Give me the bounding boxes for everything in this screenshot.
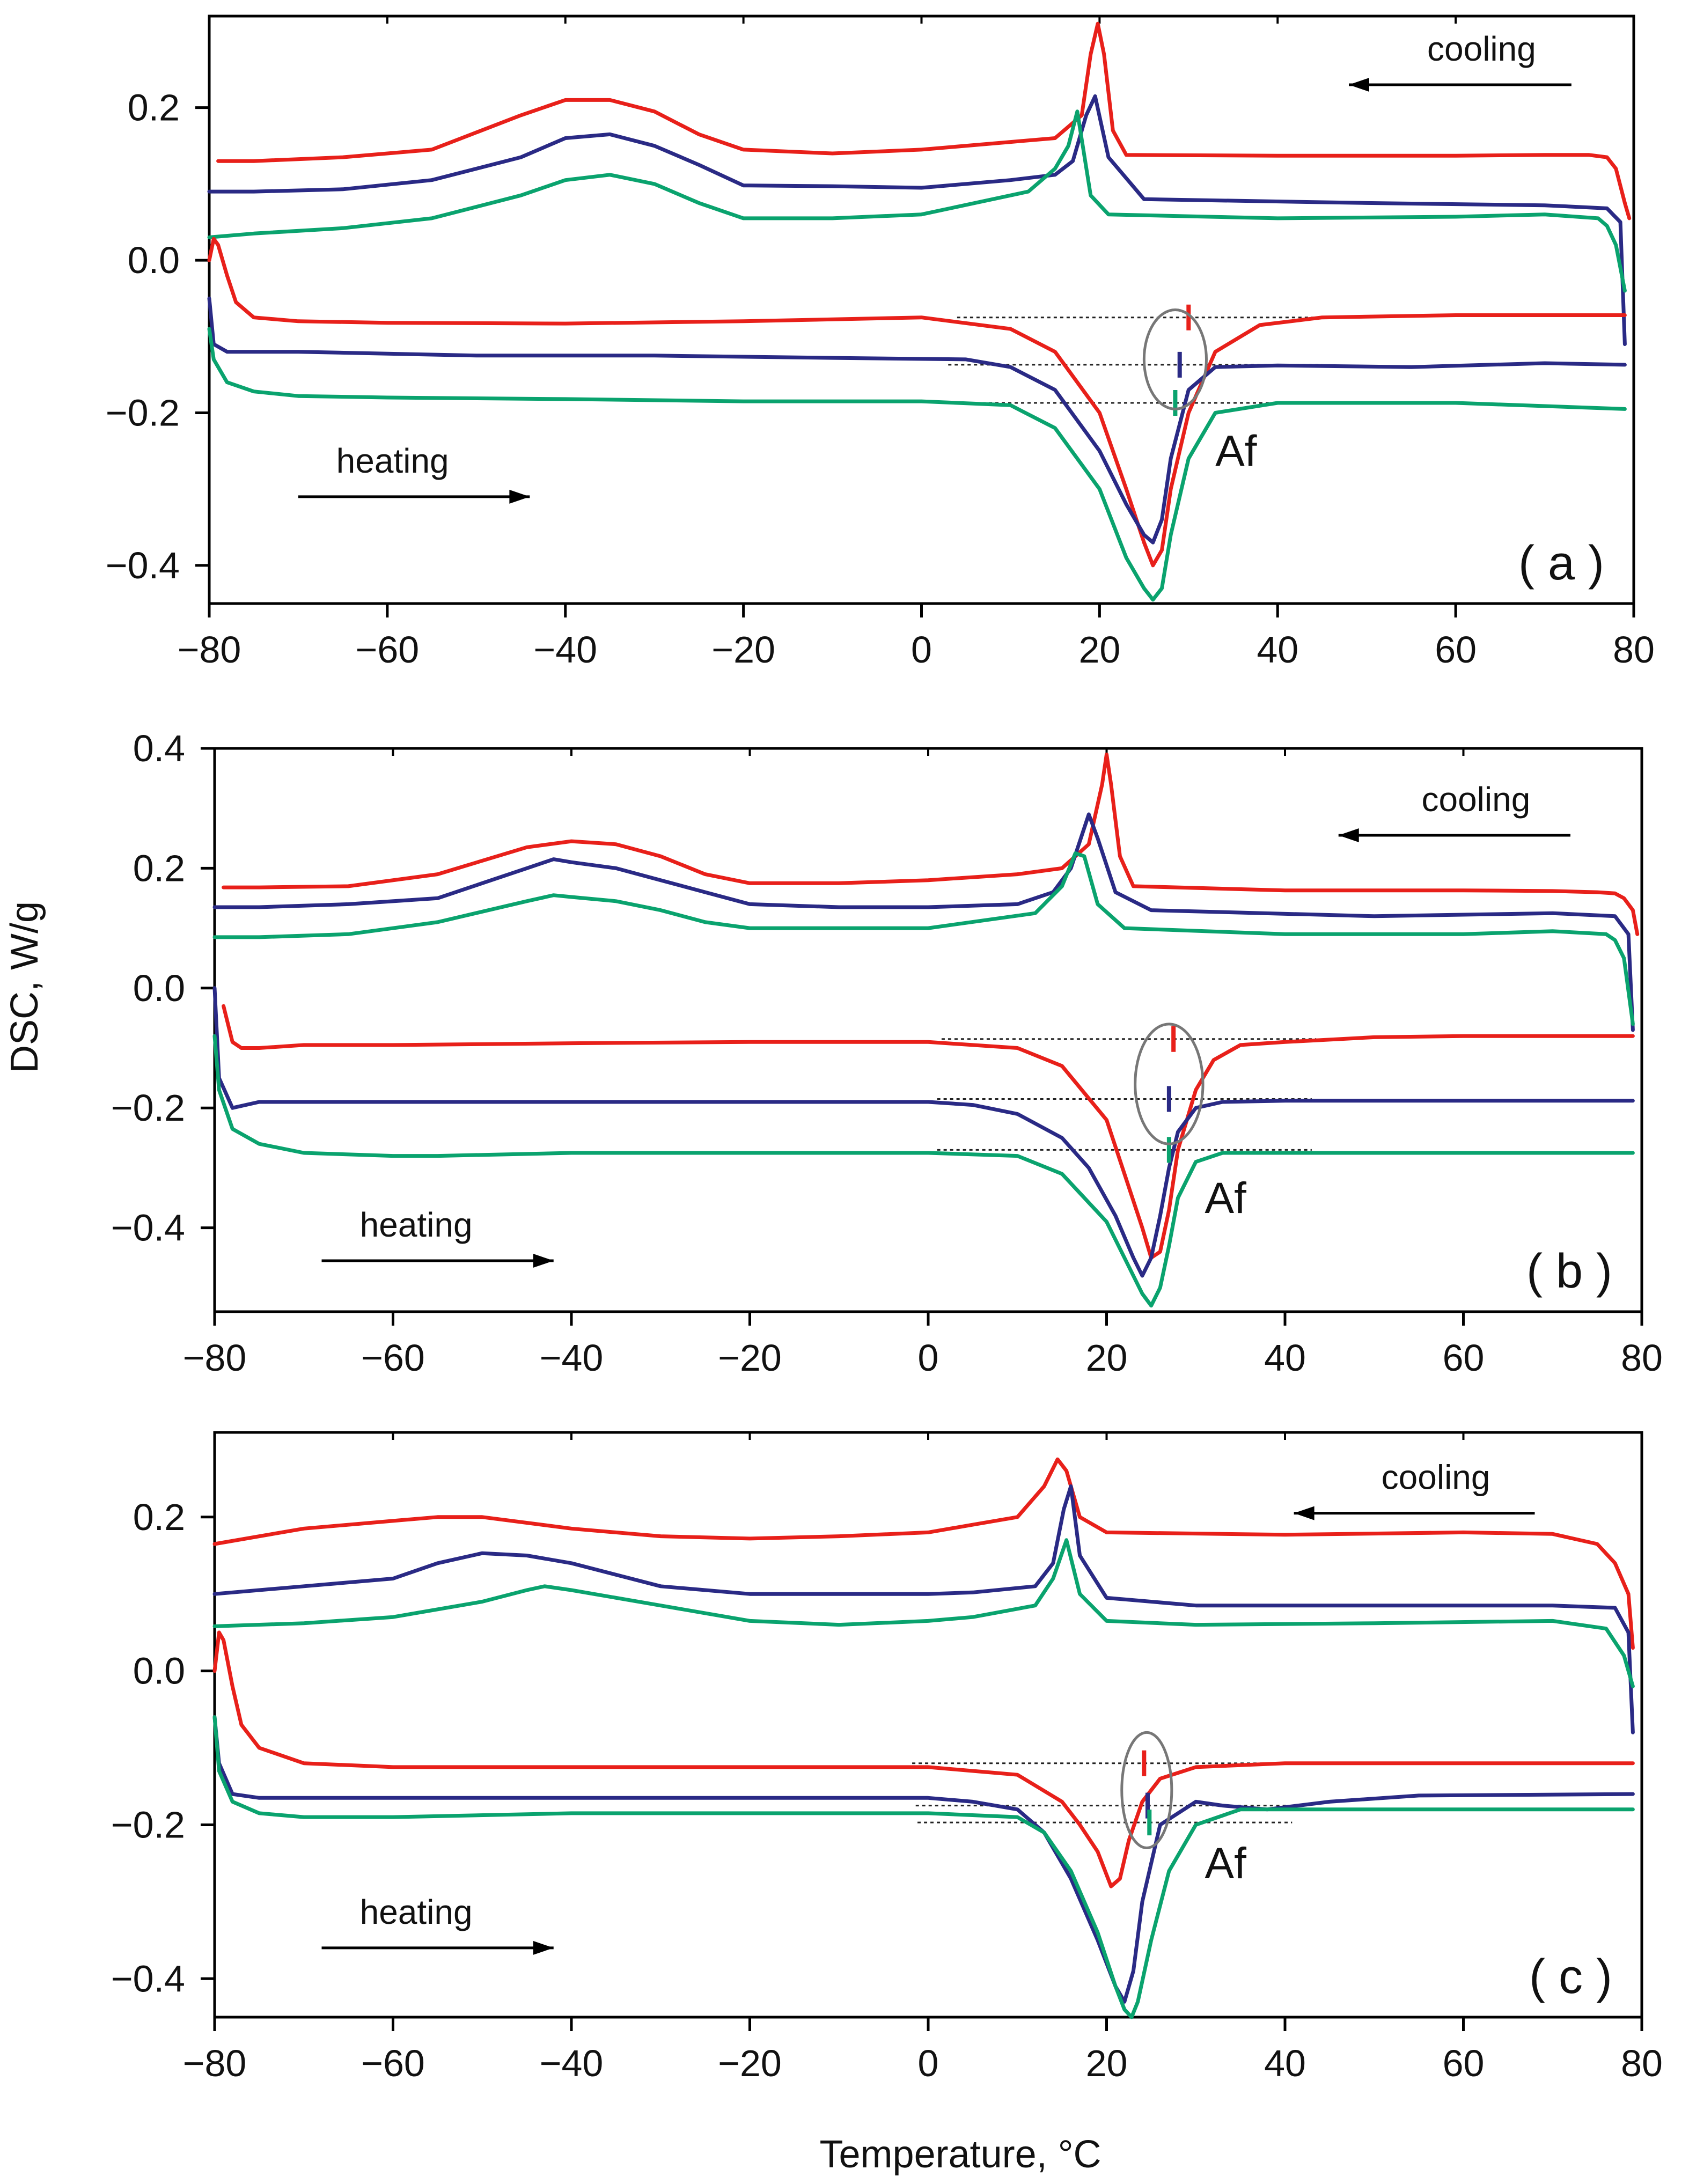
x-tick-label: −60 <box>361 2042 425 2084</box>
y-tick-label: −0.4 <box>111 1958 185 1999</box>
af-ellipse <box>1120 1731 1173 1849</box>
x-tick-label: −20 <box>718 2042 782 2084</box>
series-blue-cooling <box>212 1484 1635 1734</box>
panel-label-b: ( b ) <box>1526 1245 1612 1298</box>
series-green-cooling <box>212 851 1635 1026</box>
x-tick-label: 60 <box>1435 629 1477 671</box>
series-blue-cooling <box>207 94 1627 346</box>
x-tick-label: 80 <box>1621 2042 1663 2084</box>
x-axis-label: Temperature, °C <box>820 2133 1101 2176</box>
series-green-heating <box>207 327 1627 602</box>
y-tick-label: 0.0 <box>133 967 185 1009</box>
panel-c: −80 −60 −40 −20 0 20 40 60 80 0.2 0.0 −0.2 −0.4 cooli… <box>111 1431 1663 2084</box>
x-tick-label: 0 <box>918 2042 939 2084</box>
y-tick-label: 0.2 <box>128 87 180 129</box>
heating-arrow-head <box>533 1254 554 1268</box>
x-tick-label: −60 <box>356 629 420 671</box>
series-red-heating <box>212 1630 1635 1888</box>
x-tick-label: −20 <box>718 1337 782 1379</box>
x-tick-label: 20 <box>1086 2042 1128 2084</box>
x-tick-label: −80 <box>183 1337 247 1379</box>
x-tick-label: 0 <box>918 1337 939 1379</box>
x-tick-label: 40 <box>1257 629 1298 671</box>
x-tick-label: 40 <box>1264 1337 1306 1379</box>
x-tick-label: −60 <box>361 1337 425 1379</box>
series-green-cooling <box>212 1538 1635 1688</box>
panel-label-a: ( a ) <box>1518 536 1604 590</box>
x-tick-label: 60 <box>1443 1337 1485 1379</box>
x-tick-label: −40 <box>533 629 597 671</box>
af-ellipse <box>1134 1023 1205 1145</box>
panels: −80 −60 −40 −20 0 20 40 60 80 0.2 0.0 −0.2 −0.4 cooli… <box>106 14 1663 2084</box>
y-tick-label: −0.4 <box>111 1207 185 1249</box>
x-tick-label: 80 <box>1621 1337 1663 1379</box>
series-red-heating <box>207 237 1627 568</box>
panel-b: −80 −60 −40 −20 0 20 40 60 80 0.4 0.2 0.0 −0.2 −0.4 co… <box>111 727 1663 1379</box>
y-tick-label: 0.0 <box>133 1650 185 1692</box>
y-tick-label: −0.2 <box>111 1087 185 1129</box>
x-tick-label: −20 <box>711 629 775 671</box>
y-tick-label: −0.4 <box>106 545 180 586</box>
series-green-heating <box>212 1715 1635 2019</box>
x-tick-label: 20 <box>1078 629 1120 671</box>
heating-arrow-head <box>509 489 530 504</box>
series-blue-heating <box>212 1715 1635 2004</box>
x-tick-label: 40 <box>1264 2042 1306 2084</box>
y-tick-label: 0.2 <box>133 1496 185 1538</box>
af-label: Af <box>1215 427 1257 476</box>
panel-a: −80 −60 −40 −20 0 20 40 60 80 0.2 0.0 −0.2 −0.4 cooli… <box>106 14 1655 671</box>
heating-arrow-head <box>533 1940 554 1955</box>
series-red-cooling <box>216 21 1632 220</box>
heating-label: heating <box>336 442 449 480</box>
series-blue-cooling <box>212 812 1635 1032</box>
af-label: Af <box>1205 1174 1246 1223</box>
cooling-label: cooling <box>1382 1458 1490 1497</box>
panel-label-c: ( c ) <box>1529 1950 1612 2004</box>
x-tick-label: 60 <box>1443 2042 1485 2084</box>
series-green-cooling <box>207 109 1627 293</box>
series-blue-heating <box>212 986 1635 1278</box>
series-blue-heating <box>207 296 1627 545</box>
heating-label: heating <box>360 1893 473 1931</box>
cooling-label: cooling <box>1421 780 1530 819</box>
y-tick-label: −0.2 <box>111 1804 185 1845</box>
x-tick-label: 20 <box>1086 1337 1128 1379</box>
af-label: Af <box>1205 1839 1246 1888</box>
x-tick-label: 0 <box>911 629 932 671</box>
cooling-arrow-head <box>1349 77 1369 92</box>
y-axis-label: DSC, W/g <box>3 901 46 1073</box>
cooling-arrow-head <box>1294 1506 1315 1520</box>
y-tick-label: −0.2 <box>106 392 180 433</box>
cooling-arrow-head <box>1338 828 1359 842</box>
y-tick-label: 0.4 <box>133 727 185 769</box>
heating-label: heating <box>360 1205 473 1244</box>
x-tick-label: −40 <box>540 1337 604 1379</box>
x-tick-label: −80 <box>183 2042 247 2084</box>
y-tick-label: 0.0 <box>128 239 180 281</box>
series-green-heating <box>212 1034 1635 1308</box>
series-red-heating <box>222 1004 1635 1260</box>
af-ellipse <box>1142 308 1208 410</box>
x-tick-label: −40 <box>540 2042 604 2084</box>
series-red-cooling <box>212 1457 1635 1650</box>
x-tick-label: 80 <box>1613 629 1655 671</box>
x-tick-label: −80 <box>178 629 241 671</box>
y-tick-label: 0.2 <box>133 847 185 889</box>
cooling-label: cooling <box>1427 30 1536 68</box>
